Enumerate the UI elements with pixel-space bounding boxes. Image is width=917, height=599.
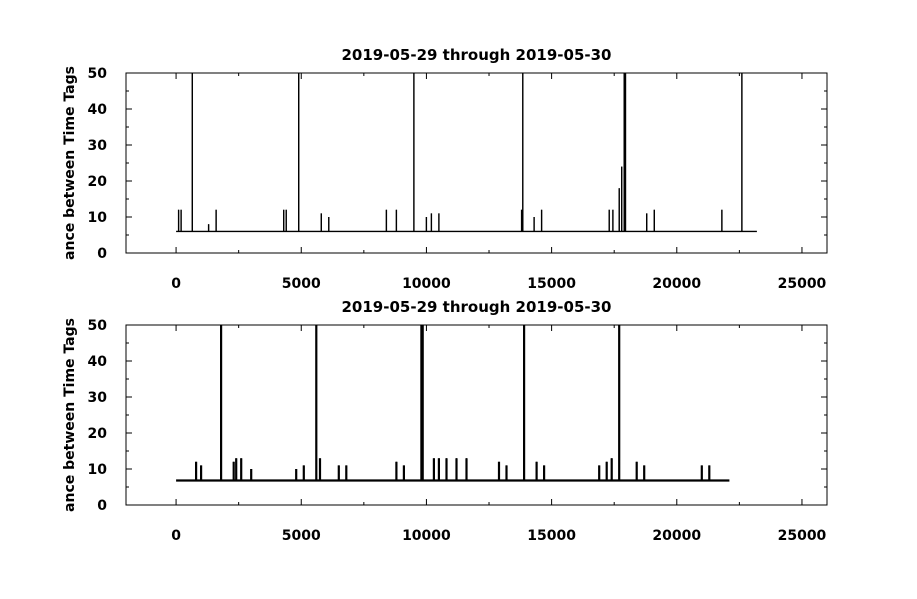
chart-title: 2019-05-29 through 2019-05-30 [342, 298, 612, 316]
x-tick-label: 5000 [282, 276, 321, 292]
chart-panel-2: 2019-05-29 through 2019-05-30 ance betwee… [62, 298, 828, 544]
x-tick-label: 15000 [527, 528, 576, 544]
y-tick-label: 50 [88, 318, 108, 334]
series-line [176, 325, 730, 482]
x-tick-label: 20000 [652, 276, 701, 292]
y-tick-label: 30 [88, 390, 108, 406]
y-tick-label: 0 [97, 498, 107, 514]
y-tick-label: 40 [88, 102, 108, 118]
x-tick-label: 0 [171, 276, 181, 292]
chart-title: 2019-05-29 through 2019-05-30 [342, 46, 612, 64]
x-tick-label: 25000 [778, 528, 827, 544]
y-tick-label: 30 [88, 138, 108, 154]
x-tick-label: 5000 [282, 528, 321, 544]
y-tick-label: 20 [88, 426, 108, 442]
y-tick-label: 10 [88, 210, 108, 226]
x-tick-label: 10000 [402, 528, 451, 544]
series-line [176, 73, 757, 233]
x-tick-label: 15000 [527, 276, 576, 292]
y-tick-label: 0 [97, 246, 107, 262]
y-tick-label: 40 [88, 354, 108, 370]
chart-panel-1: 2019-05-29 through 2019-05-30 ance betwee… [62, 46, 828, 292]
plot-frame [125, 324, 828, 506]
x-tick-label: 20000 [652, 528, 701, 544]
y-axis-label: ance between Time Tags [62, 66, 78, 260]
series-spikes [178, 73, 743, 232]
y-tick-label: 50 [88, 66, 108, 82]
x-tick-label: 0 [171, 528, 181, 544]
y-tick-label: 10 [88, 462, 108, 478]
series-spikes [195, 325, 710, 481]
x-tick-label: 25000 [778, 276, 827, 292]
y-axis-label: ance between Time Tags [62, 318, 78, 512]
y-tick-label: 20 [88, 174, 108, 190]
x-tick-label: 10000 [402, 276, 451, 292]
